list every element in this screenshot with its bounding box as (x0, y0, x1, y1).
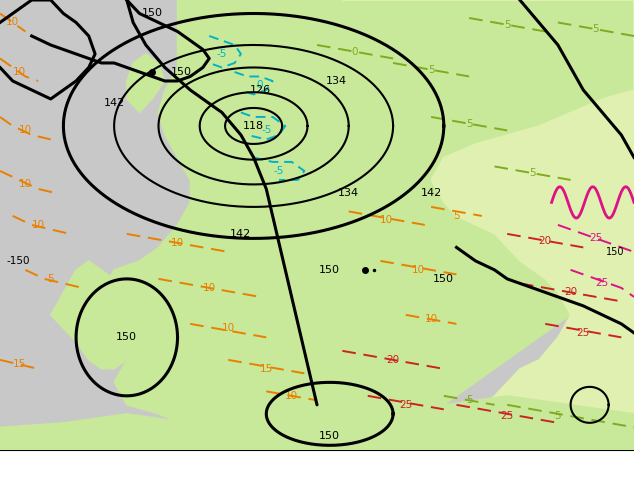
Text: -5: -5 (217, 49, 227, 59)
Text: 150: 150 (116, 332, 138, 343)
Text: 10: 10 (380, 216, 393, 225)
Text: 25: 25 (399, 400, 412, 410)
Text: -5: -5 (261, 125, 271, 135)
Text: 10: 10 (6, 18, 19, 27)
Text: 10: 10 (203, 283, 216, 293)
Text: 25: 25 (590, 233, 602, 244)
Text: 142: 142 (230, 229, 252, 239)
Text: 25: 25 (577, 328, 590, 338)
Text: 134: 134 (338, 189, 359, 198)
Text: 10: 10 (19, 179, 32, 190)
Text: 5: 5 (529, 168, 536, 178)
Text: 150: 150 (319, 431, 340, 441)
Text: 10: 10 (222, 323, 235, 333)
Text: 134: 134 (325, 76, 347, 86)
Text: 10: 10 (412, 265, 425, 275)
Text: 150: 150 (319, 265, 340, 275)
Text: 150: 150 (605, 247, 624, 257)
Polygon shape (0, 396, 634, 450)
Text: 5: 5 (466, 119, 472, 129)
Polygon shape (51, 261, 152, 369)
Text: 0: 0 (257, 80, 263, 91)
Text: 25: 25 (501, 411, 514, 421)
Text: 10: 10 (171, 238, 184, 248)
Text: 10: 10 (285, 391, 298, 401)
Polygon shape (317, 0, 634, 450)
Text: 10: 10 (19, 125, 32, 135)
Polygon shape (127, 54, 165, 112)
Text: 150: 150 (433, 274, 455, 284)
Text: 5: 5 (504, 20, 510, 30)
Text: -150: -150 (6, 256, 30, 266)
Text: 15: 15 (260, 364, 273, 374)
Text: 20: 20 (564, 287, 577, 297)
Text: 5: 5 (466, 395, 472, 405)
Polygon shape (101, 0, 634, 450)
Text: 142: 142 (420, 189, 442, 198)
Text: 150: 150 (171, 67, 192, 77)
Text: 0: 0 (352, 47, 358, 57)
Text: 126: 126 (249, 85, 271, 95)
Text: 20: 20 (387, 355, 399, 365)
Text: 5: 5 (453, 211, 460, 221)
Text: 15: 15 (13, 359, 25, 369)
Text: 5: 5 (428, 65, 434, 74)
Text: 142: 142 (103, 98, 125, 108)
Text: 10: 10 (32, 220, 44, 230)
Text: 10: 10 (425, 315, 437, 324)
Text: 10: 10 (13, 67, 25, 77)
Text: 5: 5 (48, 274, 54, 284)
Text: 118: 118 (243, 121, 264, 131)
Text: 5: 5 (555, 411, 561, 421)
Text: 5: 5 (593, 24, 599, 34)
Polygon shape (190, 0, 342, 54)
Text: -5: -5 (274, 166, 284, 176)
Text: 25: 25 (596, 278, 609, 289)
Text: 150: 150 (141, 8, 163, 19)
Text: 20: 20 (539, 236, 552, 245)
